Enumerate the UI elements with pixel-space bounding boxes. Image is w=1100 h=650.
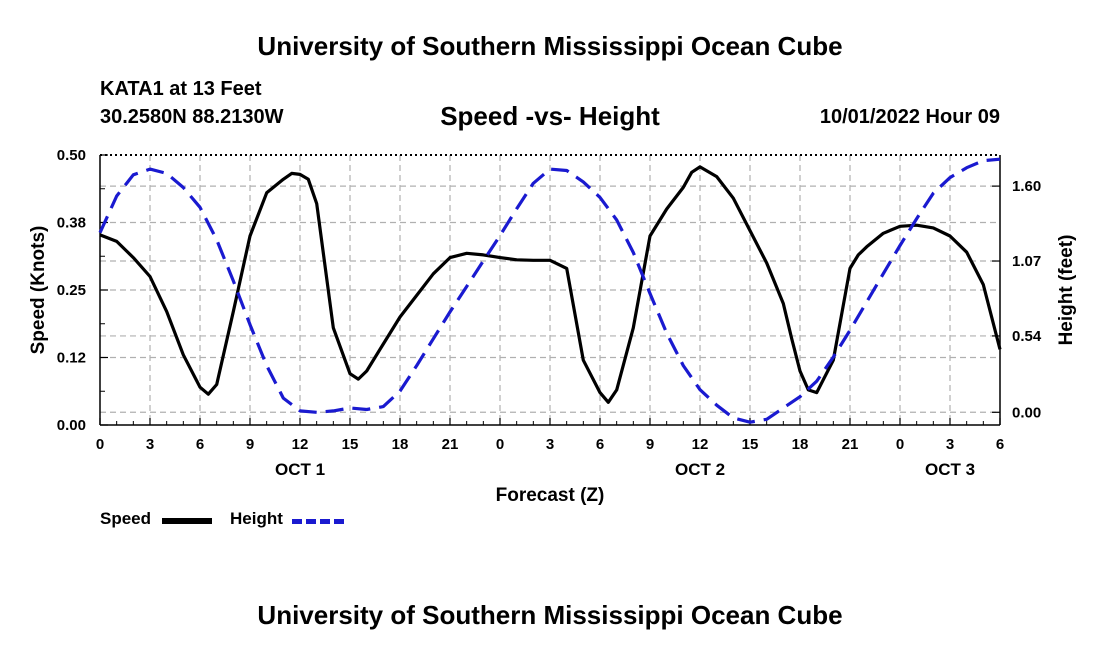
x-tick-label: 3 xyxy=(546,436,554,453)
x-tick-label: 6 xyxy=(596,436,604,453)
y-tick-label: 0.38 xyxy=(57,215,86,232)
y2-tick-label: 1.60 xyxy=(1012,178,1041,195)
legend-height-swatch xyxy=(292,519,344,524)
legend-height-label: Height xyxy=(230,509,283,528)
y2-tick-label: 0.00 xyxy=(1012,404,1041,421)
x-date-label: OCT 2 xyxy=(675,460,725,479)
x-date-label: OCT 3 xyxy=(925,460,975,479)
x-tick-label: 15 xyxy=(342,436,359,453)
x-tick-label: 3 xyxy=(146,436,154,453)
y2-tick-label: 0.54 xyxy=(1012,328,1042,345)
label-layer: 0 3 6 9 12 15 18 21 0 3 6 9 12 15 18 21 0 3 6 OCT 1 OCT 2 OCT… xyxy=(28,147,1077,506)
x-tick-label: 6 xyxy=(196,436,204,453)
y2-tick-label: 1.07 xyxy=(1012,253,1041,270)
x-tick-label: 6 xyxy=(996,436,1004,453)
x-tick-label: 18 xyxy=(392,436,409,453)
series-layer xyxy=(98,157,1002,424)
height-series-line xyxy=(98,157,1001,424)
page-title: University of Southern Mississippi Ocean… xyxy=(257,31,843,61)
x-tick-label: 0 xyxy=(896,436,904,453)
x-axis-title: Forecast (Z) xyxy=(496,485,605,506)
station-coordinates: 30.2580N 88.2130W xyxy=(100,106,284,128)
y2-axis-title: Height (feet) xyxy=(1056,235,1077,346)
legend-speed-swatch xyxy=(162,518,212,524)
x-date-label: OCT 1 xyxy=(275,460,325,479)
x-tick-label: 15 xyxy=(742,436,759,453)
chart-title: Speed -vs- Height xyxy=(440,101,660,131)
axis-layer xyxy=(99,154,1001,426)
speed-series-line xyxy=(99,165,1002,404)
x-tick-label: 9 xyxy=(246,436,254,453)
y-tick-label: 0.25 xyxy=(57,282,86,299)
grid-layer xyxy=(100,155,1000,425)
y-tick-label: 0.12 xyxy=(57,350,86,367)
x-tick-label: 12 xyxy=(292,436,309,453)
x-tick-label: 12 xyxy=(692,436,709,453)
forecast-datetime: 10/01/2022 Hour 09 xyxy=(819,106,1000,128)
y-axis-title: Speed (Knots) xyxy=(28,226,49,355)
y-tick-label: 0.50 xyxy=(57,147,86,164)
x-tick-label: 9 xyxy=(646,436,654,453)
x-tick-label: 18 xyxy=(792,436,809,453)
station-name: KATA1 at 13 Feet xyxy=(100,78,262,100)
x-tick-label: 0 xyxy=(496,436,504,453)
y-tick-label: 0.00 xyxy=(57,417,86,434)
footer-title: University of Southern Mississippi Ocean… xyxy=(257,600,843,630)
legend-speed-label: Speed xyxy=(100,509,152,528)
x-tick-label: 3 xyxy=(946,436,954,453)
x-tick-label: 21 xyxy=(842,436,859,453)
x-tick-label: 0 xyxy=(96,436,104,453)
speed-height-chart: 0 3 6 9 12 15 18 21 0 3 6 9 12 15 18 21 0 3 6 OCT 1 OCT 2 OCT… xyxy=(28,147,1077,506)
x-tick-label: 21 xyxy=(442,436,459,453)
